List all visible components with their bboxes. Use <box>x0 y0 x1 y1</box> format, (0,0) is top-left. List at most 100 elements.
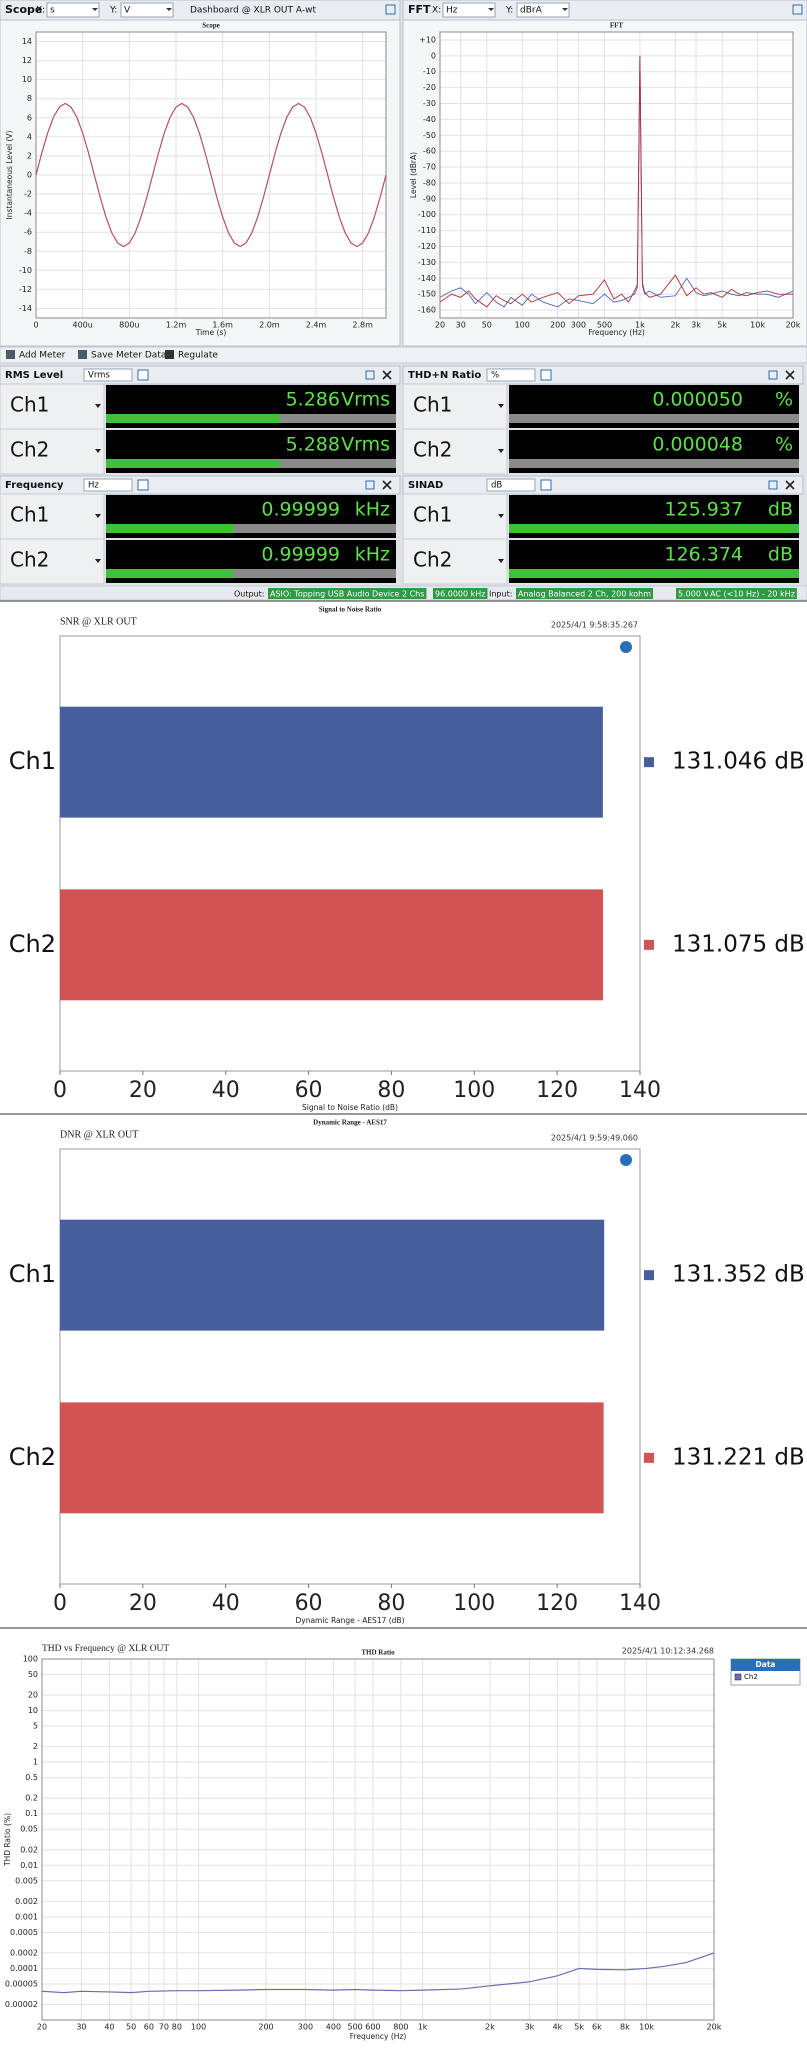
status-highlight <box>708 588 797 599</box>
meter-value: 0.99999 <box>261 499 340 521</box>
meter-icon[interactable] <box>137 479 149 491</box>
y-tick-label: 0.05 <box>20 1825 38 1834</box>
plot-area <box>41 1658 715 2021</box>
y-tick-label: -4 <box>24 209 32 218</box>
status-highlight <box>433 588 488 599</box>
channel-cell <box>0 538 105 585</box>
bar <box>60 1402 604 1514</box>
y-tick-label: -150 <box>418 290 436 299</box>
close-icon[interactable] <box>382 480 392 490</box>
y-tick-label: -90 <box>423 194 436 203</box>
toolbar-button[interactable]: Save Meter Data <box>91 351 166 361</box>
dropdown[interactable] <box>120 2 174 18</box>
channel-arrow[interactable] <box>95 559 101 563</box>
y-tick-label: 0.00002 <box>5 2000 38 2009</box>
x-unit[interactable]: s <box>50 6 55 16</box>
y-tick-label: 50 <box>28 1670 38 1679</box>
x-tick-label: 6k <box>592 2023 602 2032</box>
x-tick-label: 0 <box>33 321 38 330</box>
channel-arrow[interactable] <box>95 449 101 453</box>
y-unit[interactable]: V <box>124 6 131 16</box>
chart-title: Dynamic Range - AES17 <box>313 1119 387 1127</box>
y-tick-label: -2 <box>24 190 32 199</box>
close-icon[interactable] <box>785 370 795 380</box>
level-track <box>106 569 396 578</box>
popout-icon[interactable] <box>365 480 375 490</box>
value-label: 131.352 dB <box>672 1262 805 1288</box>
plot-area <box>59 635 641 1072</box>
data-line <box>41 1952 715 1994</box>
close-icon[interactable] <box>785 480 795 490</box>
category-label: Ch2 <box>9 930 56 958</box>
y-axis-label: THD Ratio (%) <box>3 1813 12 1867</box>
level-fill <box>106 569 234 578</box>
meter-icon[interactable] <box>137 369 149 381</box>
x-tick-label: 100 <box>191 2023 206 2032</box>
toolbar-button[interactable]: Regulate <box>178 351 218 361</box>
status-text: Output: <box>234 590 264 599</box>
channel-arrow[interactable] <box>95 404 101 408</box>
popout-icon[interactable] <box>365 370 375 380</box>
channel-arrow[interactable] <box>498 449 504 453</box>
toolbar-icon[interactable] <box>6 350 15 359</box>
meter-unit[interactable]: Vrms <box>88 371 110 381</box>
x-tick-label: 40 <box>212 1078 240 1103</box>
close-icon[interactable] <box>382 370 392 380</box>
meter-unit[interactable]: dB <box>491 481 502 491</box>
popout-icon[interactable] <box>792 4 803 15</box>
x-tick-label: 40 <box>212 1591 240 1616</box>
x-axis-label: Signal to Noise Ratio (dB) <box>302 1103 398 1112</box>
legend-swatch[interactable] <box>734 1673 742 1681</box>
meter-unit[interactable]: Hz <box>88 481 99 491</box>
value-swatch <box>644 1270 654 1281</box>
popout-icon[interactable] <box>385 4 396 15</box>
meter-unit-dropdown[interactable] <box>486 478 536 492</box>
y-tick-label: 0 <box>431 51 436 60</box>
level-fill <box>106 414 280 423</box>
dashboard-label: Dashboard @ XLR OUT A-wt <box>190 6 316 16</box>
meter-unit-dropdown[interactable] <box>83 478 133 492</box>
popout-icon[interactable] <box>768 370 778 380</box>
y-tick-label: 10 <box>22 75 32 84</box>
dropdown-arrow <box>166 8 172 11</box>
x-tick-label: 140 <box>619 1591 661 1616</box>
x-tick-label: 400 <box>326 2023 341 2032</box>
popout-icon[interactable] <box>768 480 778 490</box>
channel-arrow[interactable] <box>498 514 504 518</box>
channel-arrow[interactable] <box>95 514 101 518</box>
meter-unit[interactable]: % <box>491 371 499 381</box>
y-tick-label: -14 <box>19 304 32 313</box>
chart-timestamp: 2025/4/1 9:59:49.060 <box>551 1134 638 1143</box>
meter-icon[interactable] <box>540 369 552 381</box>
meter-unit-dropdown[interactable] <box>486 368 536 382</box>
toolbar-icon[interactable] <box>78 350 87 359</box>
y-unit[interactable]: dBrA <box>520 6 543 16</box>
toolbar-button[interactable]: Add Meter <box>19 351 66 361</box>
x-tick-label: 140 <box>619 1078 661 1103</box>
meter-unit-dropdown[interactable] <box>83 368 133 382</box>
category-label: Ch2 <box>9 1443 56 1471</box>
panel-title: FFT <box>408 3 431 16</box>
y-tick-label: 100 <box>23 1655 38 1664</box>
meter-icon[interactable] <box>540 479 552 491</box>
legend-label[interactable]: Ch2 <box>744 1673 758 1681</box>
y-tick-label: -160 <box>418 306 436 315</box>
toolbar-icon[interactable] <box>165 350 174 359</box>
channel-cell <box>0 428 105 475</box>
meter-value: 126.374 <box>664 544 743 566</box>
y-tick-label: -60 <box>423 147 436 156</box>
dropdown[interactable] <box>516 2 570 18</box>
channel-arrow[interactable] <box>498 404 504 408</box>
x-tick-label: 20k <box>786 321 801 330</box>
dropdown[interactable] <box>442 2 496 18</box>
meter-value: 0.99999 <box>261 544 340 566</box>
y-tick-label: 0.00005 <box>5 1979 38 1988</box>
meter-name: SINAD <box>408 480 443 491</box>
x-unit[interactable]: Hz <box>446 6 458 16</box>
value-swatch <box>644 1452 654 1463</box>
channel-label: Ch2 <box>10 548 49 572</box>
dropdown[interactable] <box>46 2 100 18</box>
value-label: 131.221 dB <box>672 1444 805 1470</box>
channel-arrow[interactable] <box>498 559 504 563</box>
